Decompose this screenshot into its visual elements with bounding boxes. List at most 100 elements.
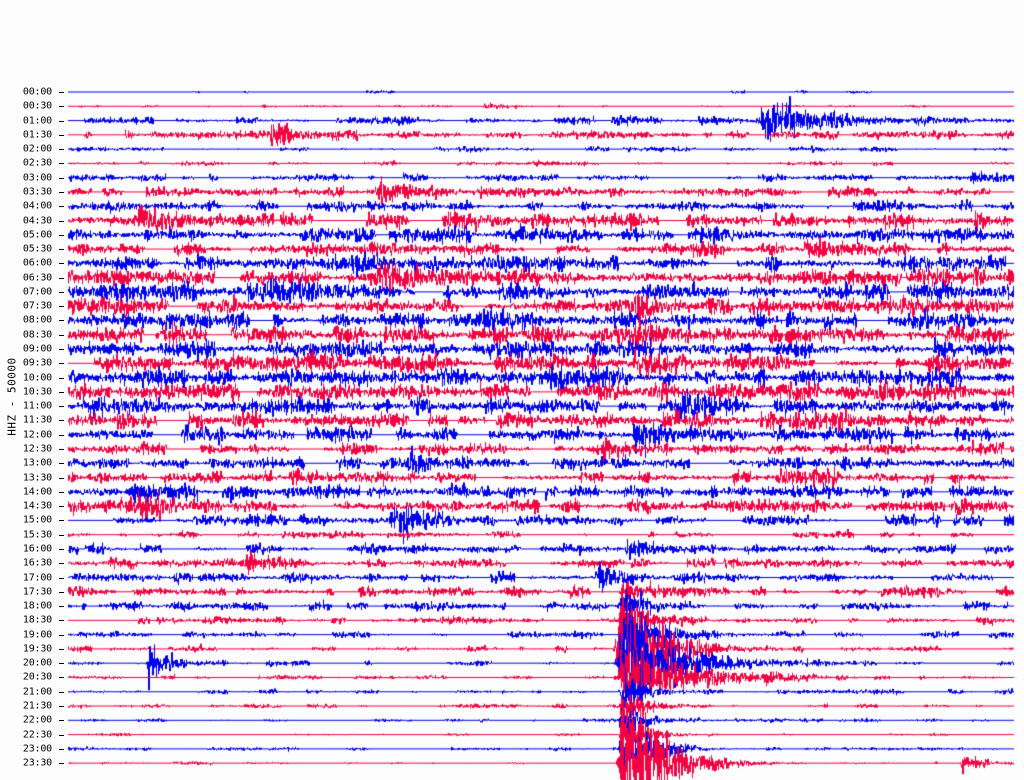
time-tick: [59, 649, 64, 650]
time-label: 18:00: [22, 600, 52, 612]
time-label: 22:30: [22, 729, 52, 741]
time-tick: [59, 677, 64, 678]
time-tick: [59, 592, 64, 593]
time-tick: [59, 706, 64, 707]
time-label: 11:30: [22, 414, 52, 426]
time-label: 05:00: [22, 229, 52, 241]
time-label: 21:00: [22, 686, 52, 698]
time-label: 01:00: [22, 115, 52, 127]
time-tick: [59, 578, 64, 579]
time-tick: [59, 506, 64, 507]
time-tick: [59, 449, 64, 450]
time-label: 07:30: [22, 300, 52, 312]
time-label: 16:30: [22, 557, 52, 569]
time-tick: [59, 221, 64, 222]
time-tick: [59, 306, 64, 307]
time-label: 02:30: [22, 157, 52, 169]
time-label: 23:00: [22, 743, 52, 755]
time-tick: [59, 435, 64, 436]
time-tick: [59, 606, 64, 607]
time-label: 15:00: [22, 514, 52, 526]
time-tick: [59, 292, 64, 293]
time-tick: [59, 249, 64, 250]
time-label: 19:30: [22, 643, 52, 655]
time-tick: [59, 406, 64, 407]
time-tick: [59, 763, 64, 764]
time-label: 05:30: [22, 243, 52, 255]
time-tick: [59, 692, 64, 693]
time-tick: [59, 278, 64, 279]
time-tick: [59, 135, 64, 136]
time-label: 20:00: [22, 657, 52, 669]
time-tick: [59, 163, 64, 164]
time-tick: [59, 92, 64, 93]
time-tick: [59, 206, 64, 207]
time-tick: [59, 620, 64, 621]
time-tick: [59, 735, 64, 736]
time-tick: [59, 549, 64, 550]
time-label: 03:00: [22, 172, 52, 184]
time-label: 07:00: [22, 286, 52, 298]
time-label: 13:30: [22, 472, 52, 484]
time-label: 06:00: [22, 257, 52, 269]
time-tick: [59, 749, 64, 750]
time-label: 06:30: [22, 272, 52, 284]
time-tick: [59, 363, 64, 364]
time-label: 03:30: [22, 186, 52, 198]
time-label: 10:00: [22, 372, 52, 384]
time-axis: 00:00 00:30 01:00 01:30 02:00 02:30 03:00 03:30…: [0, 0, 68, 780]
time-label: 14:30: [22, 500, 52, 512]
time-tick: [59, 635, 64, 636]
time-label: 20:30: [22, 671, 52, 683]
time-tick: [59, 106, 64, 107]
time-tick: [59, 463, 64, 464]
time-label: 00:00: [22, 86, 52, 98]
time-tick: [59, 563, 64, 564]
time-label: 01:30: [22, 129, 52, 141]
time-label: 23:30: [22, 757, 52, 769]
time-tick: [59, 478, 64, 479]
time-tick: [59, 492, 64, 493]
time-label: 02:00: [22, 143, 52, 155]
time-label: 04:30: [22, 215, 52, 227]
time-label: 18:30: [22, 614, 52, 626]
time-tick: [59, 720, 64, 721]
time-tick: [59, 263, 64, 264]
channel-axis-label: HHZ - 50000: [5, 357, 19, 436]
time-tick: [59, 320, 64, 321]
time-label: 16:00: [22, 543, 52, 555]
time-tick: [59, 178, 64, 179]
time-tick: [59, 121, 64, 122]
time-tick: [59, 535, 64, 536]
time-label: 08:30: [22, 329, 52, 341]
time-label: 14:00: [22, 486, 52, 498]
time-label: 15:30: [22, 529, 52, 541]
time-tick: [59, 378, 64, 379]
time-label: 10:30: [22, 386, 52, 398]
time-label: 11:00: [22, 400, 52, 412]
time-label: 13:00: [22, 457, 52, 469]
time-label: 17:00: [22, 572, 52, 584]
time-label: 09:30: [22, 357, 52, 369]
time-tick: [59, 335, 64, 336]
time-tick: [59, 349, 64, 350]
time-label: 22:00: [22, 714, 52, 726]
time-label: 08:00: [22, 314, 52, 326]
time-label: 12:00: [22, 429, 52, 441]
time-tick: [59, 149, 64, 150]
time-label: 04:00: [22, 200, 52, 212]
time-tick: [59, 420, 64, 421]
time-label: 00:30: [22, 100, 52, 112]
time-label: 12:30: [22, 443, 52, 455]
time-label: 09:00: [22, 343, 52, 355]
time-tick: [59, 235, 64, 236]
time-label: 19:00: [22, 629, 52, 641]
time-label: 21:30: [22, 700, 52, 712]
time-tick: [59, 663, 64, 664]
time-label: 17:30: [22, 586, 52, 598]
time-tick: [59, 392, 64, 393]
time-tick: [59, 192, 64, 193]
